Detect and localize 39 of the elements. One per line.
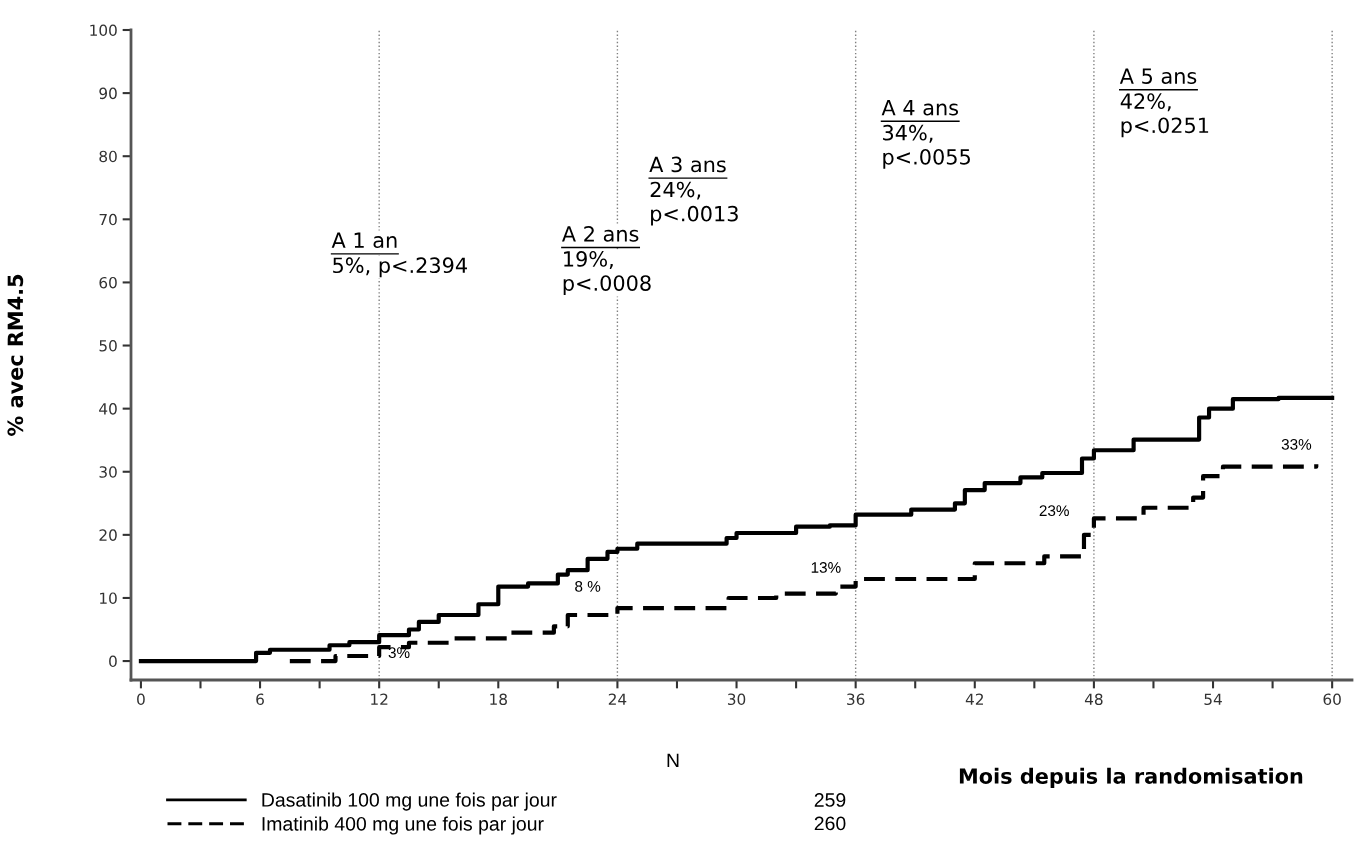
y-tick-label: 20 — [99, 529, 117, 541]
annotation: A 2 ans 19%, p<.0008 — [561, 226, 651, 295]
x-tick-label: 0 — [137, 693, 145, 706]
y-tick-label: 80 — [99, 150, 117, 163]
annotation: 13% — [811, 562, 841, 573]
x-tick-label: 48 — [1084, 693, 1103, 706]
legend-label: Dasatinib 100 mg une fois par jour — [262, 792, 557, 811]
x-tick-label: 12 — [371, 693, 388, 705]
y-tick-label: 100 — [90, 24, 117, 37]
legend-label: Imatinib 400 mg une fois par jour — [262, 816, 544, 835]
annotation: A 5 ans 42%, p<.0251 — [1119, 68, 1209, 138]
annotation: 33% — [1281, 438, 1312, 450]
annotation: 3% — [388, 647, 410, 659]
annotation: 8 % — [575, 580, 601, 592]
annotation: 23% — [1039, 505, 1069, 517]
x-tick-label: 6 — [256, 693, 264, 706]
y-axis-title: % avec RM4.5 — [7, 274, 24, 436]
y-tick-label: 40 — [99, 403, 117, 415]
x-tick-label: 36 — [847, 693, 865, 706]
y-tick-label: 0 — [109, 655, 117, 668]
y-tick-label: 50 — [99, 340, 117, 352]
text: N — [667, 753, 679, 768]
y-tick-label: 60 — [99, 276, 117, 289]
x-tick-label: 54 — [1204, 693, 1222, 706]
y-tick-label: 70 — [99, 213, 117, 226]
y-tick-label: 10 — [100, 592, 117, 604]
text: 259 — [814, 793, 846, 807]
y-tick-label: 90 — [99, 87, 117, 100]
y-tick-label: 30 — [99, 466, 117, 478]
x-tick-label: 42 — [965, 693, 983, 705]
annotation: A 4 ans 34%, p<.0055 — [881, 100, 970, 169]
x-tick-label: 18 — [490, 693, 507, 706]
annotation: A 1 an 5%, p<.2394 — [331, 232, 467, 278]
x-axis-title: Mois depuis la randomisation — [959, 767, 1303, 788]
annotation: A 3 ans 24%, p<.0013 — [649, 156, 738, 226]
x-tick-label: 60 — [1323, 693, 1341, 706]
x-tick-label: 30 — [727, 693, 746, 706]
text: 260 — [814, 816, 846, 831]
x-tick-label: 24 — [608, 693, 627, 705]
